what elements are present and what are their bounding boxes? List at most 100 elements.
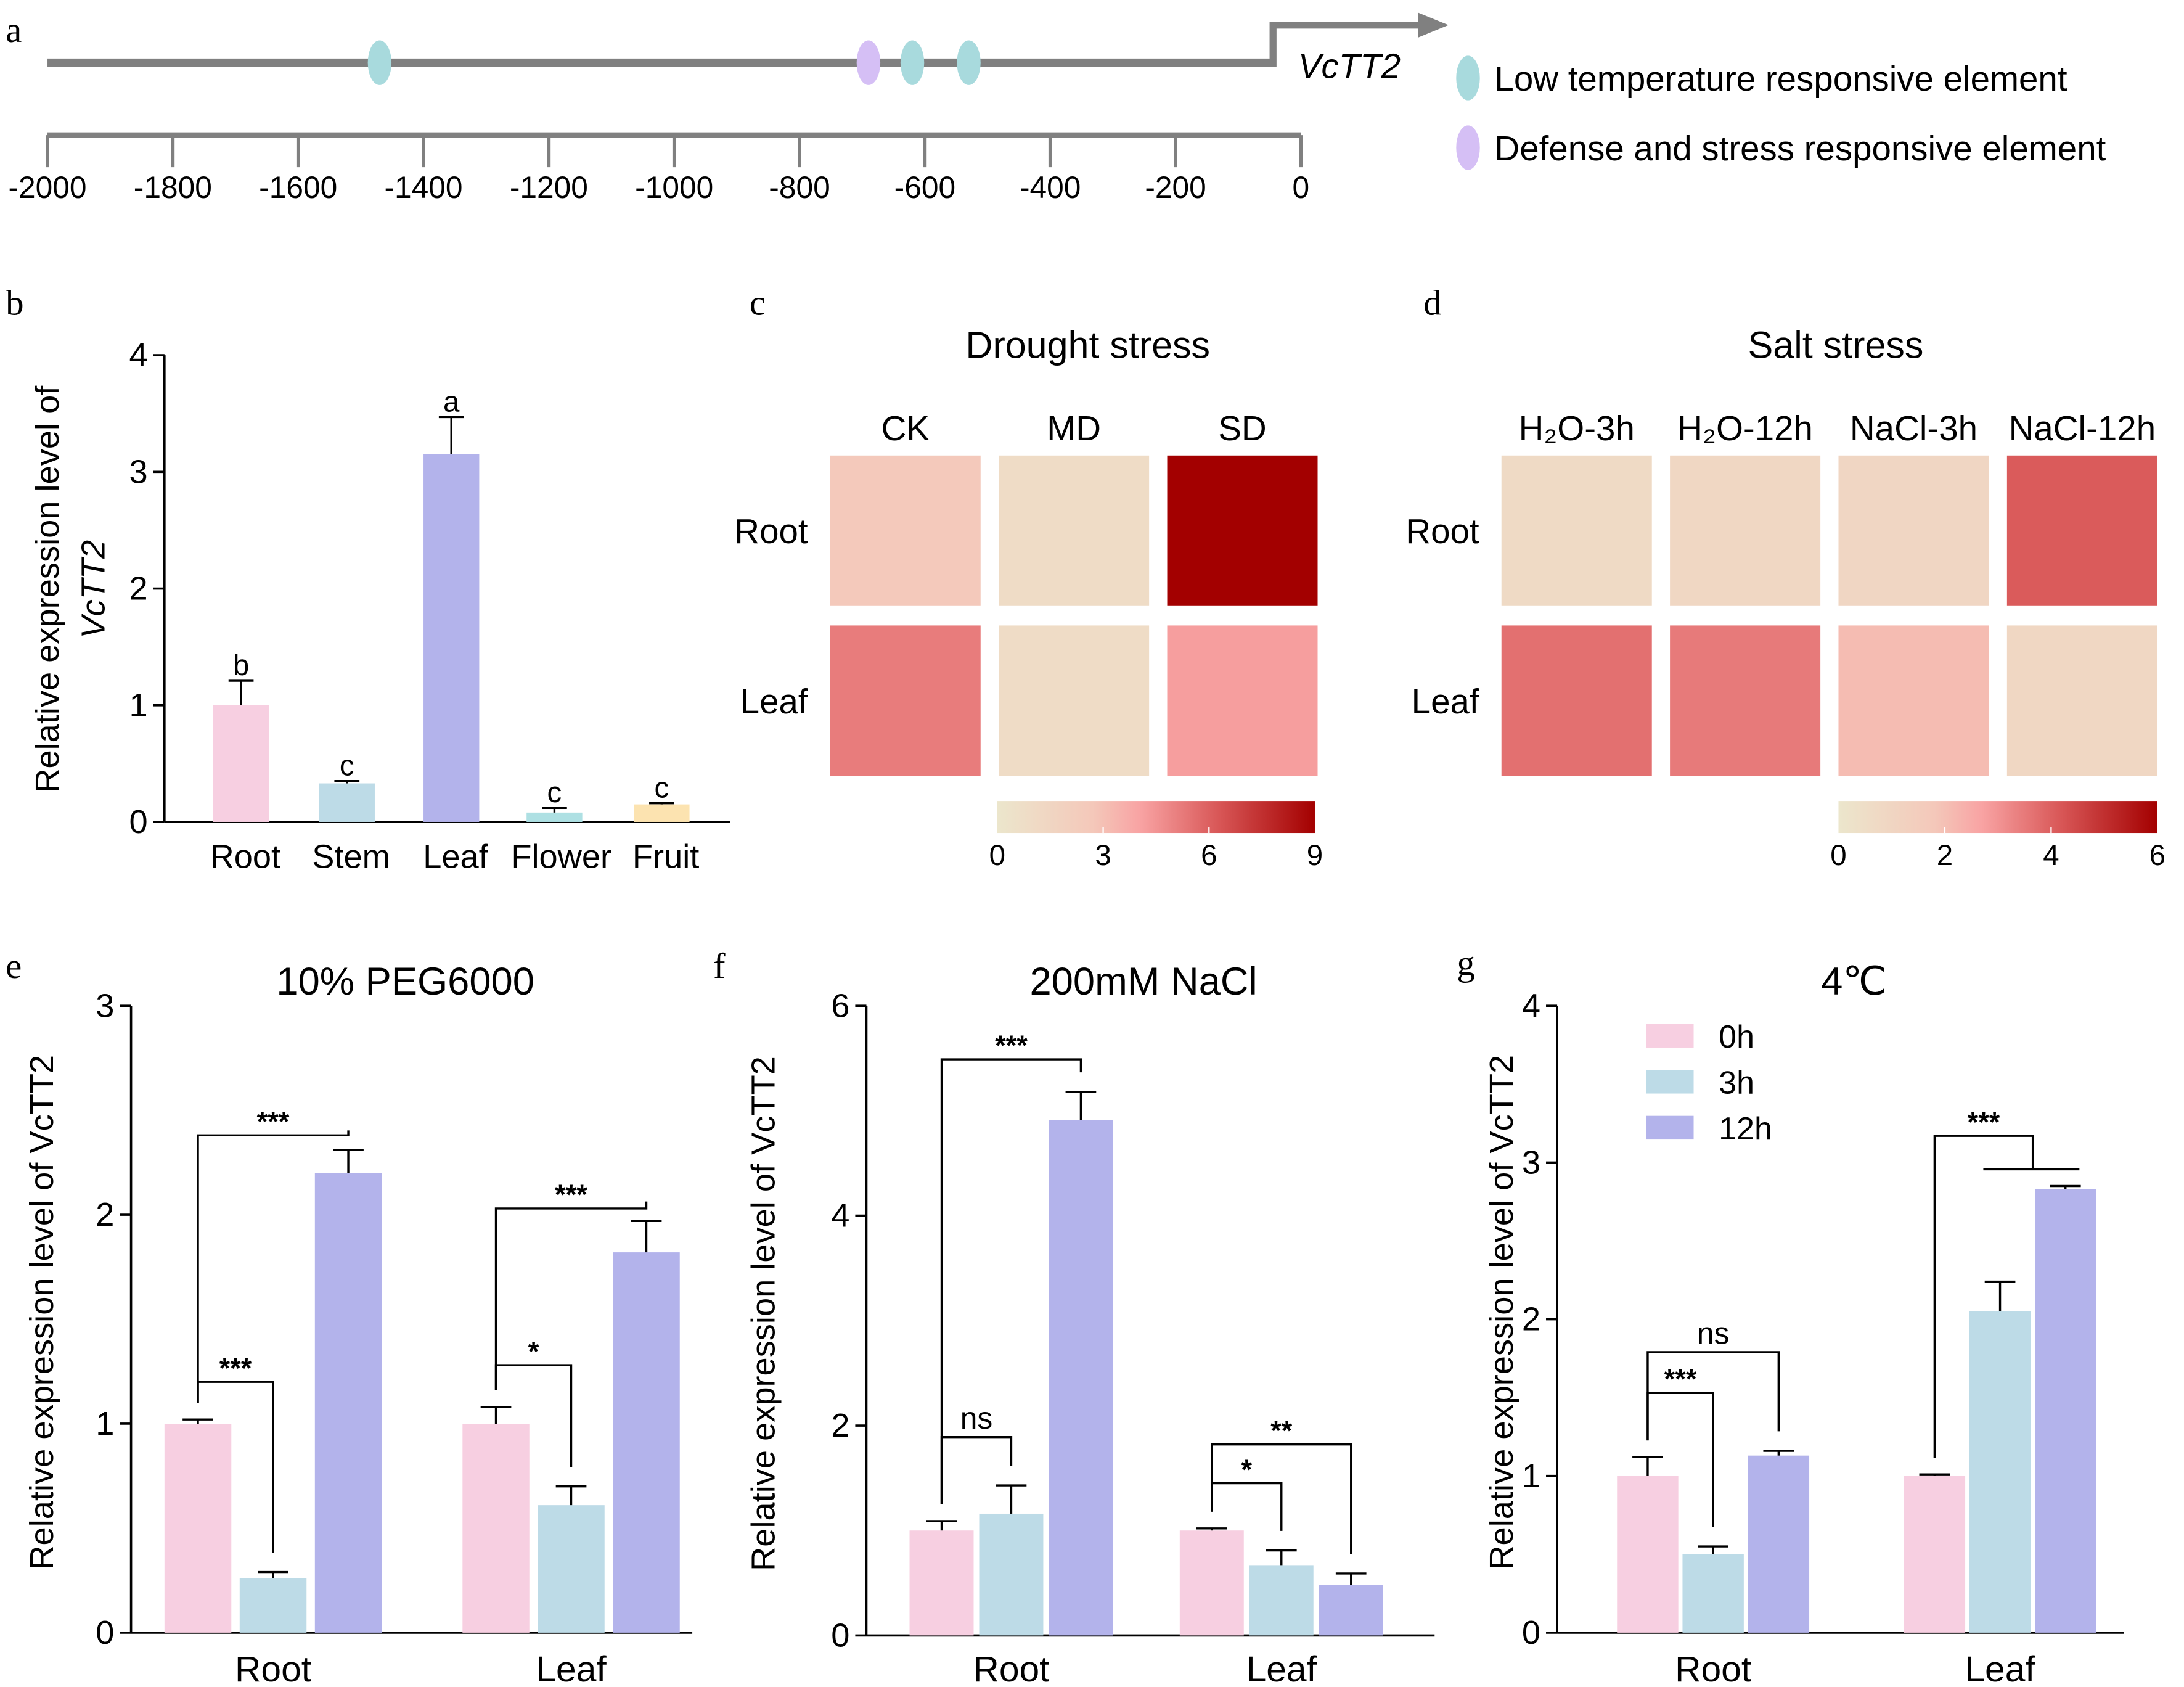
bar-leaf-12h (1319, 1585, 1383, 1636)
significance-label: *** (555, 1179, 587, 1210)
significance-label: ns (1697, 1316, 1729, 1350)
significance-label: *** (1664, 1363, 1697, 1395)
y-axis-tick-label: 2 (1522, 1301, 1540, 1338)
legend-label: 0h (1719, 1019, 1754, 1055)
y-axis-tick-label: 3 (1522, 1144, 1540, 1181)
heatmap-cell (1501, 455, 1652, 606)
significance-letter: c (340, 750, 354, 782)
heatmap-cell (2006, 625, 2157, 776)
y-axis-title: Relative expression level of (29, 385, 66, 793)
gene-label: VcTT2 (1298, 47, 1401, 86)
bar-root-3h (979, 1513, 1044, 1636)
x-axis-tick-label: Root (1675, 1649, 1751, 1687)
y-axis-tick-label: 2 (831, 1407, 849, 1444)
heatmap-cell (1167, 625, 1318, 776)
position-axis-tick-label: -800 (769, 170, 830, 205)
x-axis-tick-label: Root (973, 1649, 1049, 1687)
panel-c-drought-heatmap: c Drought stress CK MD SD Root Leaf 0 3 6 9 (734, 283, 1323, 872)
heatmap-cell (999, 455, 1150, 606)
panel-letter-g: g (1457, 943, 1474, 983)
x-axis-tick-label: Root (210, 839, 281, 876)
x-axis-tick-label: Leaf (1965, 1649, 2035, 1687)
bar-root-3h (239, 1578, 307, 1633)
significance-bracket (197, 1381, 274, 1553)
x-axis-tick-label: Flower (511, 839, 611, 876)
bar-flower (526, 812, 583, 822)
colorbar-tick-label: 0 (989, 839, 1005, 872)
significance-letter: c (547, 776, 562, 809)
heatmap-column-label: MD (1047, 409, 1101, 448)
bar-root-12h (1748, 1455, 1810, 1633)
legend-swatch-defense (1456, 125, 1480, 170)
y-axis-tick-label: 2 (129, 570, 148, 607)
bar-leaf-0h (1904, 1476, 1966, 1633)
panel-g-cold-chart: g 0 1 2 3 4 4℃ Relative expression level of Vc… (1457, 943, 2124, 1687)
y-axis-tick-label: 0 (129, 803, 148, 840)
heatmap-row-label: Root (734, 512, 808, 551)
legend-swatch-3h (1646, 1070, 1694, 1094)
y-axis-tick-label: 4 (831, 1197, 849, 1234)
colorbar (1838, 801, 2157, 834)
y-axis-tick-label: 0 (1522, 1614, 1540, 1651)
heatmap-cell (1501, 625, 1652, 776)
significance-letter: a (443, 385, 460, 418)
colorbar-tick-label: 2 (1937, 839, 1953, 872)
x-axis-tick-label: Fruit (632, 839, 699, 876)
panel-letter-b: b (6, 283, 23, 323)
heatmap-column-label: SD (1218, 409, 1266, 448)
legend-label: 3h (1719, 1065, 1754, 1101)
colorbar-tick-label: 9 (1307, 839, 1323, 872)
bar-leaf (423, 454, 480, 822)
heatmap-title: Salt stress (1748, 324, 1924, 366)
position-axis-tick-label: -1800 (134, 170, 212, 205)
panel-a-promoter-diagram: a VcTT2-2000 -1800 -1600 -1400 -1200 -1000 -80… (6, 10, 2106, 205)
heatmap-title: Drought stress (965, 324, 1210, 366)
significance-letter: c (655, 772, 669, 805)
legend-label: Defense and stress responsive element (1494, 129, 2106, 168)
bar-root-12h (1049, 1120, 1113, 1636)
significance-letter: b (233, 649, 249, 682)
chart-title: 4℃ (1821, 960, 1886, 1003)
significance-bracket (197, 1130, 350, 1403)
x-axis-tick-label: Root (235, 1649, 311, 1687)
panel-b-tissue-expression-chart: b 0 1 2 3 4 Relative expression level of VcTT2… (6, 283, 730, 876)
bar-root-3h (1682, 1554, 1744, 1633)
heatmap-cell (1670, 455, 1821, 606)
low-temperature-element-marker (900, 40, 925, 85)
y-axis-tick-label: 2 (96, 1196, 114, 1233)
heatmap-cell (830, 455, 981, 606)
y-axis-title: Relative expression level of VcTT2 (745, 1056, 782, 1571)
x-axis-tick-label: Stem (312, 839, 390, 876)
position-axis-tick-label: -200 (1145, 170, 1206, 205)
bar-leaf-12h (2035, 1189, 2096, 1633)
heatmap-row-label: Leaf (1412, 682, 1479, 721)
chart-title: 10% PEG6000 (276, 960, 534, 1003)
y-axis-tick-label: 1 (1522, 1458, 1540, 1495)
panel-d-salt-heatmap: d Salt stress H₂O-3h H₂O-12h NaCl-3h NaCl-12… (1405, 283, 2166, 872)
significance-label: *** (1968, 1106, 2000, 1138)
position-axis-tick-label: -2000 (8, 170, 86, 205)
y-axis-tick-label: 4 (129, 337, 148, 374)
panel-e-peg-chart: e 0 1 2 3 10% PEG6000 Relative expression lev… (6, 946, 693, 1687)
y-axis-title-gene: VcTT2 (75, 540, 112, 639)
significance-bracket (940, 1436, 1013, 1504)
legend-label: Low temperature responsive element (1494, 59, 2067, 98)
low-temperature-element-marker (367, 40, 392, 85)
colorbar-tick-label: 6 (2149, 839, 2166, 872)
legend-label: 12h (1719, 1111, 1772, 1147)
y-axis-tick-label: 3 (96, 987, 114, 1024)
position-axis-tick-label: -1200 (510, 170, 588, 205)
y-axis-tick-label: 0 (831, 1617, 849, 1654)
y-axis-title: Relative expression level of VcTT2 (1483, 1055, 1520, 1570)
significance-label: * (1241, 1454, 1252, 1485)
y-axis-tick-label: 4 (1522, 987, 1540, 1024)
panel-letter-a: a (6, 10, 22, 50)
panel-letter-d: d (1423, 283, 1441, 323)
significance-label: * (528, 1336, 539, 1367)
panel-letter-f: f (713, 946, 726, 986)
chart-title: 200mM NaCl (1030, 960, 1258, 1003)
colorbar-tick-label: 0 (1830, 839, 1846, 872)
colorbar-tick-label: 3 (1095, 839, 1111, 872)
colorbar-tick-label: 6 (1201, 839, 1217, 872)
